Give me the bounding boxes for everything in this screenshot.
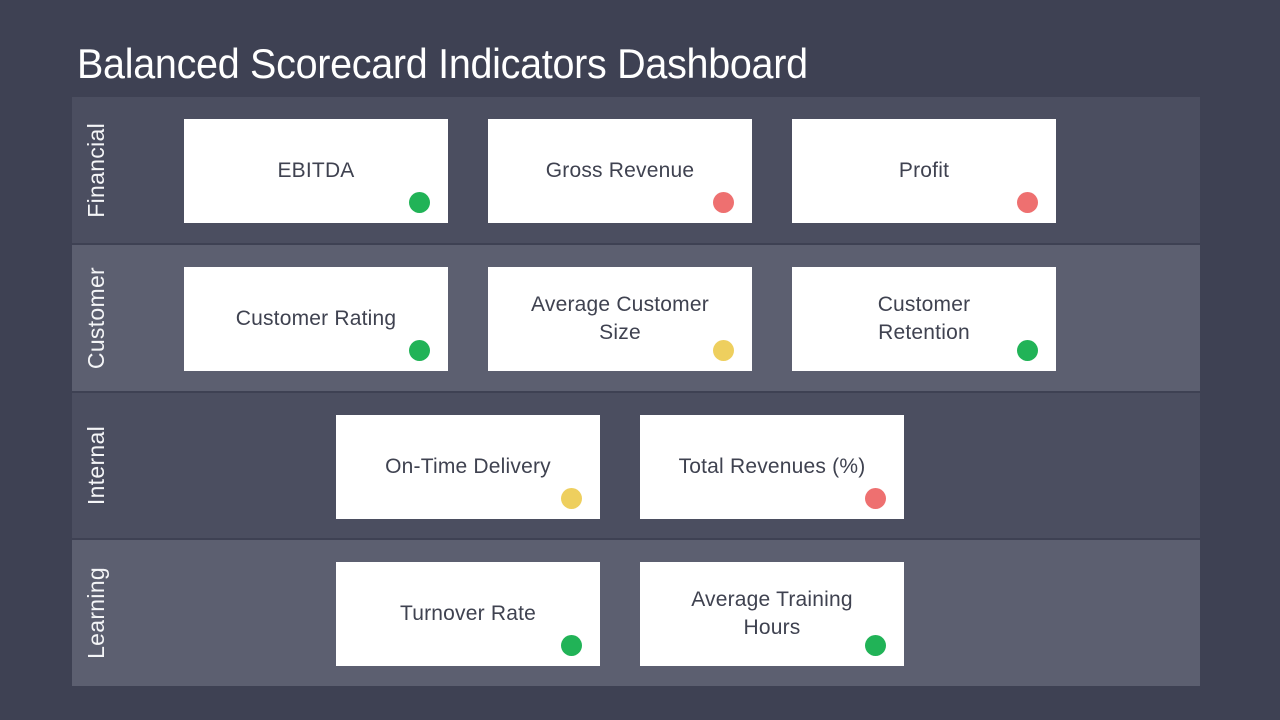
- kpi-card-customer-retention[interactable]: Customer Retention: [792, 266, 1056, 371]
- row-customer-label-column: Customer: [72, 245, 120, 391]
- row-internal-label: Internal: [82, 425, 109, 505]
- kpi-card-label: Total Revenues (%): [678, 454, 866, 478]
- kpi-card-average-customer-size[interactable]: Average Customer Size: [488, 266, 752, 371]
- dashboard-grid: Financial EBITDA Gross Revenue Profit Cu…: [72, 97, 1200, 686]
- status-dot-icon: [561, 635, 582, 657]
- kpi-card-gross-revenue[interactable]: Gross Revenue: [488, 119, 752, 223]
- status-dot-icon: [865, 635, 886, 657]
- status-dot-icon: [409, 339, 430, 361]
- status-dot-icon: [865, 487, 886, 509]
- row-internal: Internal On-Time Delivery Total Revenues…: [72, 392, 1200, 539]
- kpi-card-average-training-hours[interactable]: Average Training Hours: [640, 562, 904, 667]
- row-learning-label: Learning: [82, 567, 109, 660]
- row-financial: Financial EBITDA Gross Revenue Profit: [72, 97, 1200, 243]
- kpi-card-label: On-Time Delivery: [385, 454, 551, 478]
- status-dot-icon: [561, 487, 582, 509]
- row-internal-label-column: Internal: [72, 393, 120, 539]
- kpi-card-turnover-rate[interactable]: Turnover Rate: [336, 562, 600, 667]
- page-title: Balanced Scorecard Indicators Dashboard: [77, 40, 808, 87]
- row-learning-label-column: Learning: [72, 540, 120, 686]
- status-dot-icon: [1017, 339, 1038, 361]
- kpi-card-on-time-delivery[interactable]: On-Time Delivery: [336, 414, 600, 519]
- row-customer: Customer Customer Rating Average Custome…: [72, 244, 1200, 391]
- kpi-card-label: Turnover Rate: [399, 602, 537, 626]
- kpi-card-customer-rating[interactable]: Customer Rating: [184, 266, 448, 371]
- row-financial-label: Financial: [82, 122, 109, 218]
- status-dot-icon: [409, 192, 430, 213]
- kpi-card-label: Gross Revenue: [545, 159, 695, 182]
- status-dot-icon: [713, 192, 734, 213]
- kpi-card-label: Customer Retention: [877, 292, 971, 344]
- status-dot-icon: [1017, 192, 1038, 213]
- row-financial-label-column: Financial: [72, 97, 120, 243]
- kpi-card-total-revenues[interactable]: Total Revenues (%): [640, 414, 904, 519]
- row-customer-label: Customer: [82, 266, 109, 369]
- kpi-card-label: EBITDA: [277, 159, 355, 182]
- kpi-card-label: Profit: [898, 159, 950, 182]
- kpi-card-label: Customer Rating: [235, 306, 397, 330]
- row-learning: Learning Turnover Rate Average Training …: [72, 540, 1200, 686]
- kpi-card-label: Average Training Hours: [691, 588, 853, 640]
- kpi-card-ebitda[interactable]: EBITDA: [184, 119, 448, 223]
- kpi-card-label: Average Customer Size: [531, 292, 709, 344]
- status-dot-icon: [713, 339, 734, 361]
- kpi-card-profit[interactable]: Profit: [792, 119, 1056, 223]
